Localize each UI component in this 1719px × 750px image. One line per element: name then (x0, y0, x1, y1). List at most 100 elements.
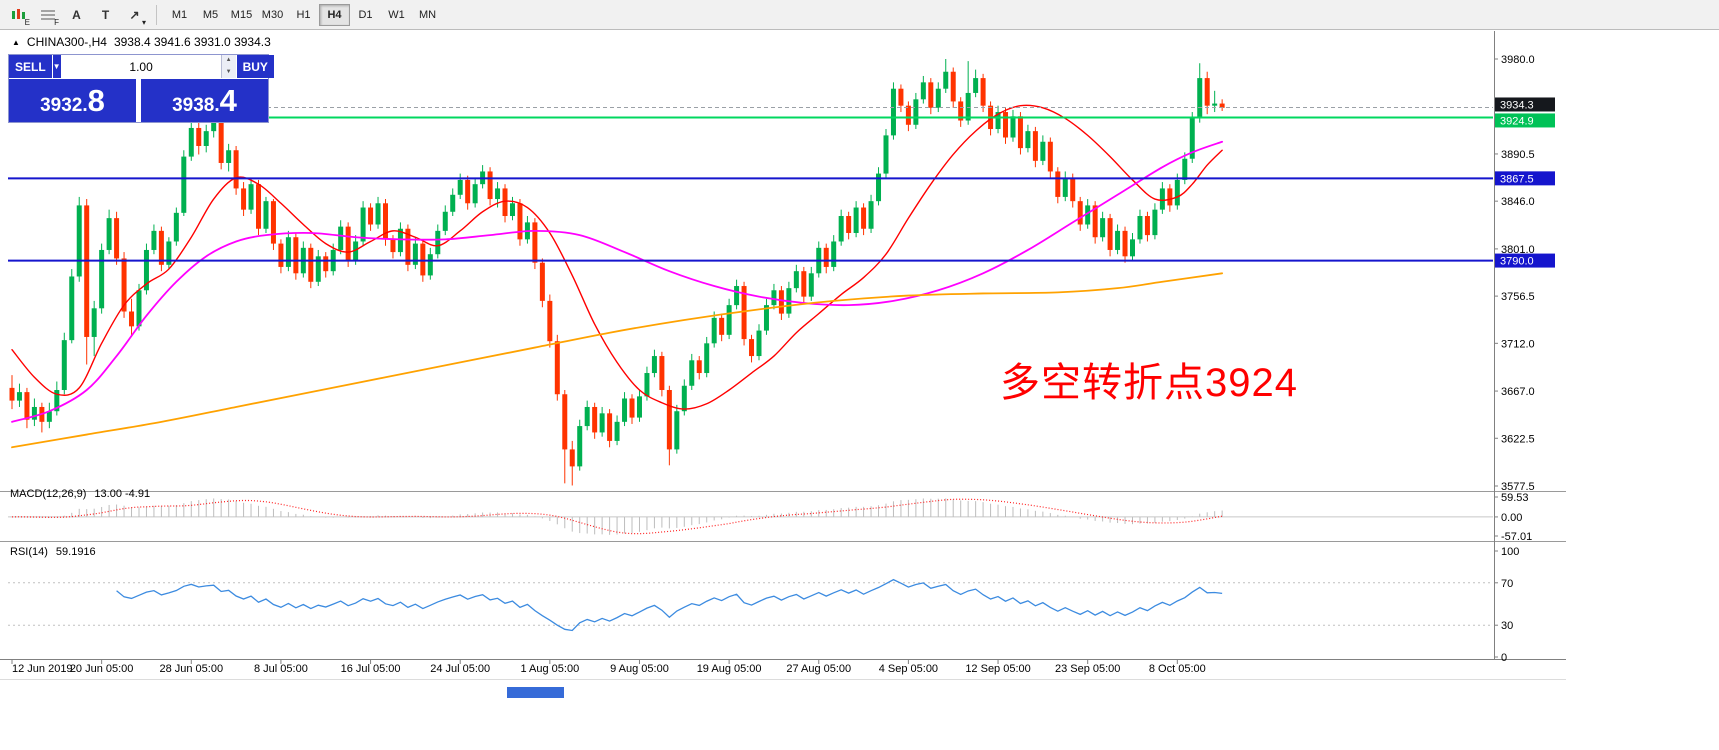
chart-grid-icon-button[interactable]: F (34, 3, 61, 27)
svg-text:-57.01: -57.01 (1501, 531, 1532, 543)
svg-text:3934.3: 3934.3 (1500, 99, 1534, 111)
timeframe-m1-button[interactable]: M1 (164, 4, 195, 26)
svg-text:0.00: 0.00 (1501, 512, 1522, 524)
chart-type-candles-icon-button[interactable]: E (5, 3, 32, 27)
svg-text:59.53: 59.53 (1501, 492, 1529, 504)
volume-input[interactable] (61, 55, 221, 78)
svg-text:3712.0: 3712.0 (1501, 338, 1535, 350)
timeframe-w1-button[interactable]: W1 (381, 4, 412, 26)
svg-text:1 Aug 05:00: 1 Aug 05:00 (520, 663, 579, 675)
draw-tools-icon: ↗ (129, 7, 140, 22)
draw-tools-badge: ▾ (141, 17, 146, 27)
pane-separators (0, 31, 1566, 680)
sell-price[interactable]: 3932. 8 (9, 79, 136, 122)
rsi-pane: 100 70 30 0 (8, 546, 1519, 664)
direction-up-icon: ▲ (12, 37, 20, 47)
buy-price-base: 3938. (172, 95, 220, 116)
svg-text:3890.5: 3890.5 (1501, 149, 1535, 161)
svg-text:8 Oct 05:00: 8 Oct 05:00 (1149, 663, 1206, 675)
svg-text:16 Jul 05:00: 16 Jul 05:00 (341, 663, 401, 675)
text-annotation-icon: A (72, 7, 81, 22)
buy-price-pip: 4 (219, 83, 237, 118)
toolbar-separator (156, 4, 157, 25)
svg-text:3622.5: 3622.5 (1501, 433, 1535, 445)
timeframe-m30-button[interactable]: M30 (257, 4, 288, 26)
svg-text:3577.5: 3577.5 (1501, 481, 1535, 493)
tool-icon-group: E F A T ↗ ▾ (4, 3, 149, 27)
buy-price[interactable]: 3938. 4 (141, 79, 268, 122)
timeframe-m5-button[interactable]: M5 (195, 4, 226, 26)
price-badges: 3934.3 3924.9 3867.5 3790.0 (1495, 97, 1555, 268)
svg-text:30: 30 (1501, 620, 1513, 632)
svg-text:3801.0: 3801.0 (1501, 244, 1535, 256)
svg-text:3924.9: 3924.9 (1500, 115, 1534, 127)
one-click-trade-panel: SELL ▼ ▲ ▼ BUY 3932. 8 3938. 4 (8, 54, 274, 123)
volume-dropdown-button[interactable]: ▼ (52, 55, 62, 78)
sell-price-base: 3932. (40, 95, 88, 116)
draw-tools-icon-button[interactable]: ↗ ▾ (121, 3, 148, 27)
svg-text:12 Sep 05:00: 12 Sep 05:00 (965, 663, 1030, 675)
ohlc-values: 3938.4 3941.6 3931.0 3934.3 (113, 35, 271, 49)
timeframe-m15-button[interactable]: M15 (226, 4, 257, 26)
svg-text:28 Jun 05:00: 28 Jun 05:00 (159, 663, 223, 675)
svg-text:3846.0: 3846.0 (1501, 196, 1535, 208)
volume-stepper[interactable]: ▲ ▼ (220, 55, 236, 78)
svg-text:24 Jul 05:00: 24 Jul 05:00 (430, 663, 490, 675)
trade-panel-controls: SELL ▼ ▲ ▼ BUY (9, 55, 274, 79)
macd-signal-line (11, 498, 1223, 535)
text-box-icon-button[interactable]: T (92, 3, 119, 27)
svg-text:3790.0: 3790.0 (1500, 256, 1534, 268)
ma-mid-magenta (11, 140, 1224, 423)
svg-text:3667.0: 3667.0 (1501, 386, 1535, 398)
svg-text:4 Sep 05:00: 4 Sep 05:00 (879, 663, 938, 675)
macd-label: MACD(12,26,9) 13.00 -4.91 (10, 488, 150, 500)
svg-text:70: 70 (1501, 578, 1513, 590)
timeframe-d1-button[interactable]: D1 (350, 4, 381, 26)
volume-field: ▲ ▼ (61, 55, 236, 78)
text-box-icon: T (101, 7, 110, 22)
svg-text:8 Jul 05:00: 8 Jul 05:00 (254, 663, 308, 675)
price-axis: 3980.0 3890.5 3846.0 3801.0 3756.5 3712.0 3667… (1494, 54, 1535, 493)
svg-text:23 Sep 05:00: 23 Sep 05:00 (1055, 663, 1120, 675)
svg-text:12 Jun 2019: 12 Jun 2019 (12, 663, 73, 675)
buy-button[interactable]: BUY (235, 55, 274, 78)
svg-text:3756.5: 3756.5 (1501, 291, 1535, 303)
macd-values: 13.00 -4.91 (94, 488, 151, 500)
chart-text-annotation: 多空转折点3924 (1000, 361, 1298, 405)
chart-grid-badge: F (54, 17, 59, 27)
timeframe-mn-button[interactable]: MN (412, 4, 443, 26)
svg-text:19 Aug 05:00: 19 Aug 05:00 (697, 663, 762, 675)
symbol-name: CHINA300-,H4 (26, 35, 107, 49)
timeframe-h4-button[interactable]: H4 (319, 3, 350, 26)
ma-slow-orange (11, 272, 1224, 449)
rsi-line (116, 578, 1223, 632)
macd-name: MACD(12,26,9) (10, 488, 87, 500)
sell-button[interactable]: SELL (9, 55, 53, 78)
symbol-info: ▲ CHINA300-,H4 3938.4 3941.6 3931.0 3934… (12, 35, 271, 49)
rsi-label: RSI(14) 59.1916 (10, 546, 96, 558)
svg-text:0: 0 (1501, 652, 1507, 664)
chart-grid-icon (40, 10, 55, 19)
sell-price-pip: 8 (87, 83, 105, 118)
top-toolbar: E F A T ↗ ▾ M1 M5 M15 M30 H1 H4 D1 W1 MN (0, 0, 1719, 30)
svg-text:27 Aug 05:00: 27 Aug 05:00 (786, 663, 851, 675)
text-annotation-icon-button[interactable]: A (63, 3, 90, 27)
svg-text:100: 100 (1501, 546, 1519, 558)
horizontal-level-lines[interactable] (8, 106, 1493, 262)
svg-text:3867.5: 3867.5 (1500, 173, 1534, 185)
candlestick-series (9, 59, 1225, 486)
rsi-value: 59.1916 (55, 546, 96, 558)
timeframe-toolbar: M1 M5 M15 M30 H1 H4 D1 W1 MN (164, 3, 443, 26)
bottom-bar-fragment (507, 687, 564, 698)
stepper-up-icon[interactable]: ▲ (221, 55, 236, 67)
timeframe-h1-button[interactable]: H1 (288, 4, 319, 26)
macd-pane: 59.53 0.00 -57.01 (8, 492, 1532, 543)
chart-type-candles-icon (11, 8, 25, 19)
svg-text:20 Jun 05:00: 20 Jun 05:00 (70, 663, 134, 675)
stepper-down-icon[interactable]: ▼ (221, 66, 236, 78)
rsi-name: RSI(14) (10, 546, 48, 558)
chart-type-candles-badge: E (24, 17, 30, 27)
svg-text:9 Aug 05:00: 9 Aug 05:00 (610, 663, 669, 675)
